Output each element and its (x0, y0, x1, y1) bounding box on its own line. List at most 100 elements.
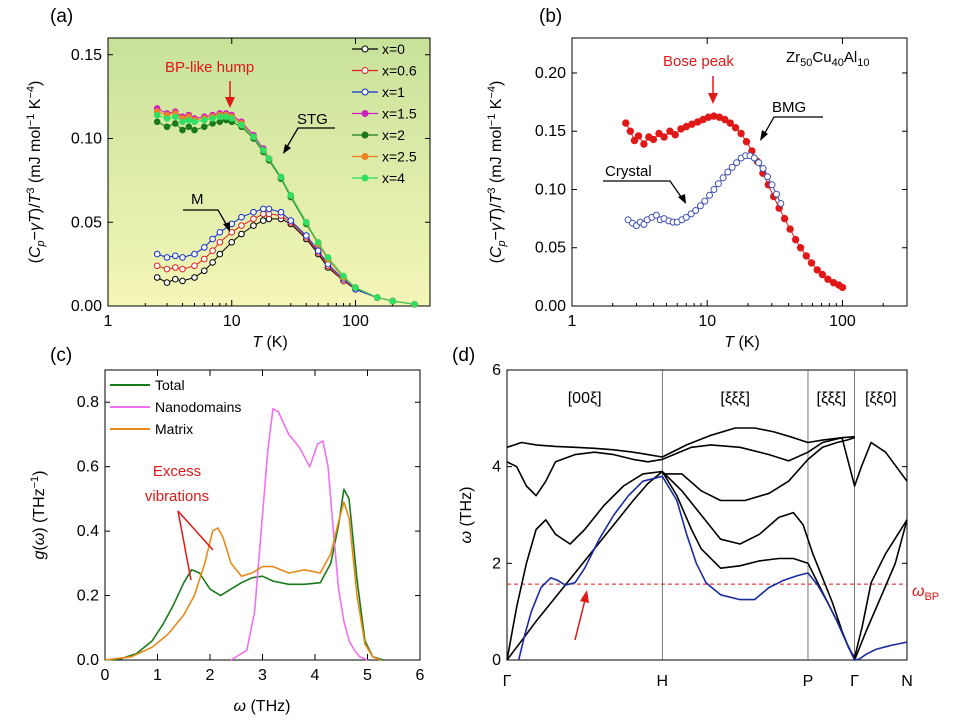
data-point-x=2 (201, 123, 208, 131)
panel-b-series (622, 112, 847, 292)
data-point-x=1 (277, 208, 285, 216)
bp-dip-arrow-shaft (574, 599, 586, 641)
panel-c-xlabel: ω (THz) (234, 698, 291, 715)
data-point-BMG (649, 135, 658, 144)
data-point-BMG (838, 283, 847, 292)
crystal-pointer (603, 180, 685, 202)
series-line-Total (104, 488, 384, 661)
data-point-x=4 (185, 116, 193, 124)
legend-marker (361, 110, 369, 117)
panel-c: (c) 0.0 0.2 0.4 0.6 0.8 0 1 2 3 4 5 6 Total Nanodoma… (29, 345, 425, 715)
data-point-x=1 (209, 235, 216, 243)
data-point-x=0.6 (172, 264, 179, 271)
data-point-x=4 (287, 192, 295, 199)
data-point-Crystal (701, 197, 709, 205)
data-point-Crystal (764, 173, 771, 181)
legend-marker (361, 131, 369, 139)
segment-label: [00ξ] (568, 390, 602, 407)
data-point-x=4 (216, 113, 224, 120)
data-point-x=0.6 (191, 262, 198, 270)
panel-d-series (506, 427, 908, 661)
data-point-x=1 (287, 217, 295, 224)
y-tick-label: 0 (492, 652, 501, 669)
legend-marker (361, 174, 369, 182)
annotation-bp-hump: BP-like hump (165, 59, 254, 76)
y-tick-label: 0.10 (535, 181, 566, 198)
x-tick-label: 10 (223, 313, 241, 330)
panel-a: (a) 0.000.050.100.151 10 100 x=0x=0.6x=1x=… (25, 6, 431, 351)
panel-c-legend: Total Nanodomains Matrix (110, 377, 241, 437)
panel-b-axes: 0.00 0.05 0.10 0.15 0.20 1 10 100 (535, 38, 907, 330)
x-tick-label: 2 (206, 667, 215, 684)
data-point-x=0 (191, 274, 198, 281)
y-tick-label: 6 (492, 362, 501, 379)
data-point-x=4 (411, 301, 418, 308)
y-tick-label: 0.2 (77, 588, 99, 605)
data-point-BMG (660, 133, 668, 141)
material-formula: Zr50Cu40Al10 (786, 49, 869, 69)
panel-b-xlabel: T (K) (724, 334, 760, 351)
panel-c-series (104, 407, 384, 661)
series-line-Nanodomains (230, 407, 368, 661)
series-line-Matrix (104, 501, 381, 661)
annotation-crystal: Crystal (605, 163, 652, 180)
segment-label: [ξξξ] (817, 390, 847, 407)
data-point-x=0 (172, 275, 179, 283)
x-tick-label: 5 (363, 667, 372, 684)
data-point-x=1 (163, 254, 171, 261)
data-point-Crystal (728, 163, 736, 171)
y-tick-label: 0.15 (535, 123, 566, 140)
excess-arrow-2 (177, 510, 214, 551)
data-point-x=0.6 (216, 239, 224, 246)
excess-arrow-1 (177, 510, 192, 581)
data-point-x=2 (185, 123, 193, 131)
panel-b-ylabel: (Cp−γT)/T3 (mJ mol−1 K−4) (486, 81, 508, 264)
data-point-x=4 (340, 272, 347, 280)
data-point-x=4 (260, 146, 267, 154)
data-point-x=2 (172, 120, 179, 127)
data-point-x=0 (228, 239, 235, 246)
data-point-x=0.6 (153, 262, 161, 270)
data-point-BMG (622, 119, 630, 127)
y-tick-label: 0.00 (71, 298, 102, 315)
panel-a-label: (a) (50, 6, 73, 27)
bmg-pointer (761, 116, 823, 139)
y-tick-label: 4 (492, 459, 501, 476)
data-point-Crystal (710, 186, 718, 193)
legend-marker (361, 88, 369, 96)
panel-d-ylabel: ω (THz) (458, 487, 475, 544)
data-point-Crystal (759, 165, 767, 172)
data-point-x=4 (209, 115, 216, 122)
data-point-x=4 (389, 297, 397, 305)
panel-d-plot-area (506, 369, 908, 661)
x-tick-label: 1 (153, 667, 162, 684)
stg-pointer (283, 127, 335, 153)
data-point-x=4 (374, 294, 381, 301)
panel-c-axes: 0.0 0.2 0.4 0.6 0.8 0 1 2 3 4 5 6 (77, 370, 425, 684)
annotation-excess-line2: vibrations (145, 488, 209, 505)
legend-label: x=2 (382, 127, 405, 143)
kpoint-label: Γ (850, 673, 859, 690)
legend-label: Matrix (155, 421, 193, 437)
phonon-branch-1 (506, 427, 855, 458)
panel-a-axes: 0.00 0.05 0.10 0.15 1 10 100 (71, 38, 430, 330)
data-point-Crystal (696, 202, 704, 210)
panel-a-series (153, 105, 418, 308)
data-point-x=4 (324, 254, 332, 261)
panel-a-plot-area (107, 37, 431, 307)
data-point-x=0 (238, 230, 245, 238)
data-point-x=0.6 (209, 247, 216, 254)
kpoint-label: H (657, 673, 669, 690)
data-point-x=2 (179, 126, 186, 134)
x-tick-label: 1 (568, 313, 577, 330)
y-tick-label: 0.8 (77, 394, 99, 411)
data-point-BMG (726, 119, 734, 127)
data-point-Crystal (750, 154, 758, 162)
data-point-x=0.6 (179, 265, 186, 273)
data-point-Crystal (768, 181, 776, 189)
legend-label: x=4 (382, 170, 405, 186)
legend-label: x=2.5 (382, 149, 417, 165)
data-point-x=4 (314, 239, 322, 246)
data-point-Crystal (682, 213, 690, 221)
data-point-x=1 (179, 254, 186, 261)
